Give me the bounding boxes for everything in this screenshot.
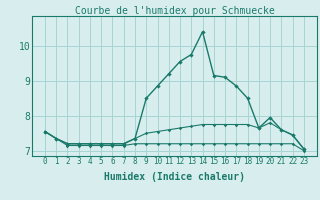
Title: Courbe de l'humidex pour Schmuecke: Courbe de l'humidex pour Schmuecke xyxy=(75,6,274,16)
X-axis label: Humidex (Indice chaleur): Humidex (Indice chaleur) xyxy=(104,172,245,182)
